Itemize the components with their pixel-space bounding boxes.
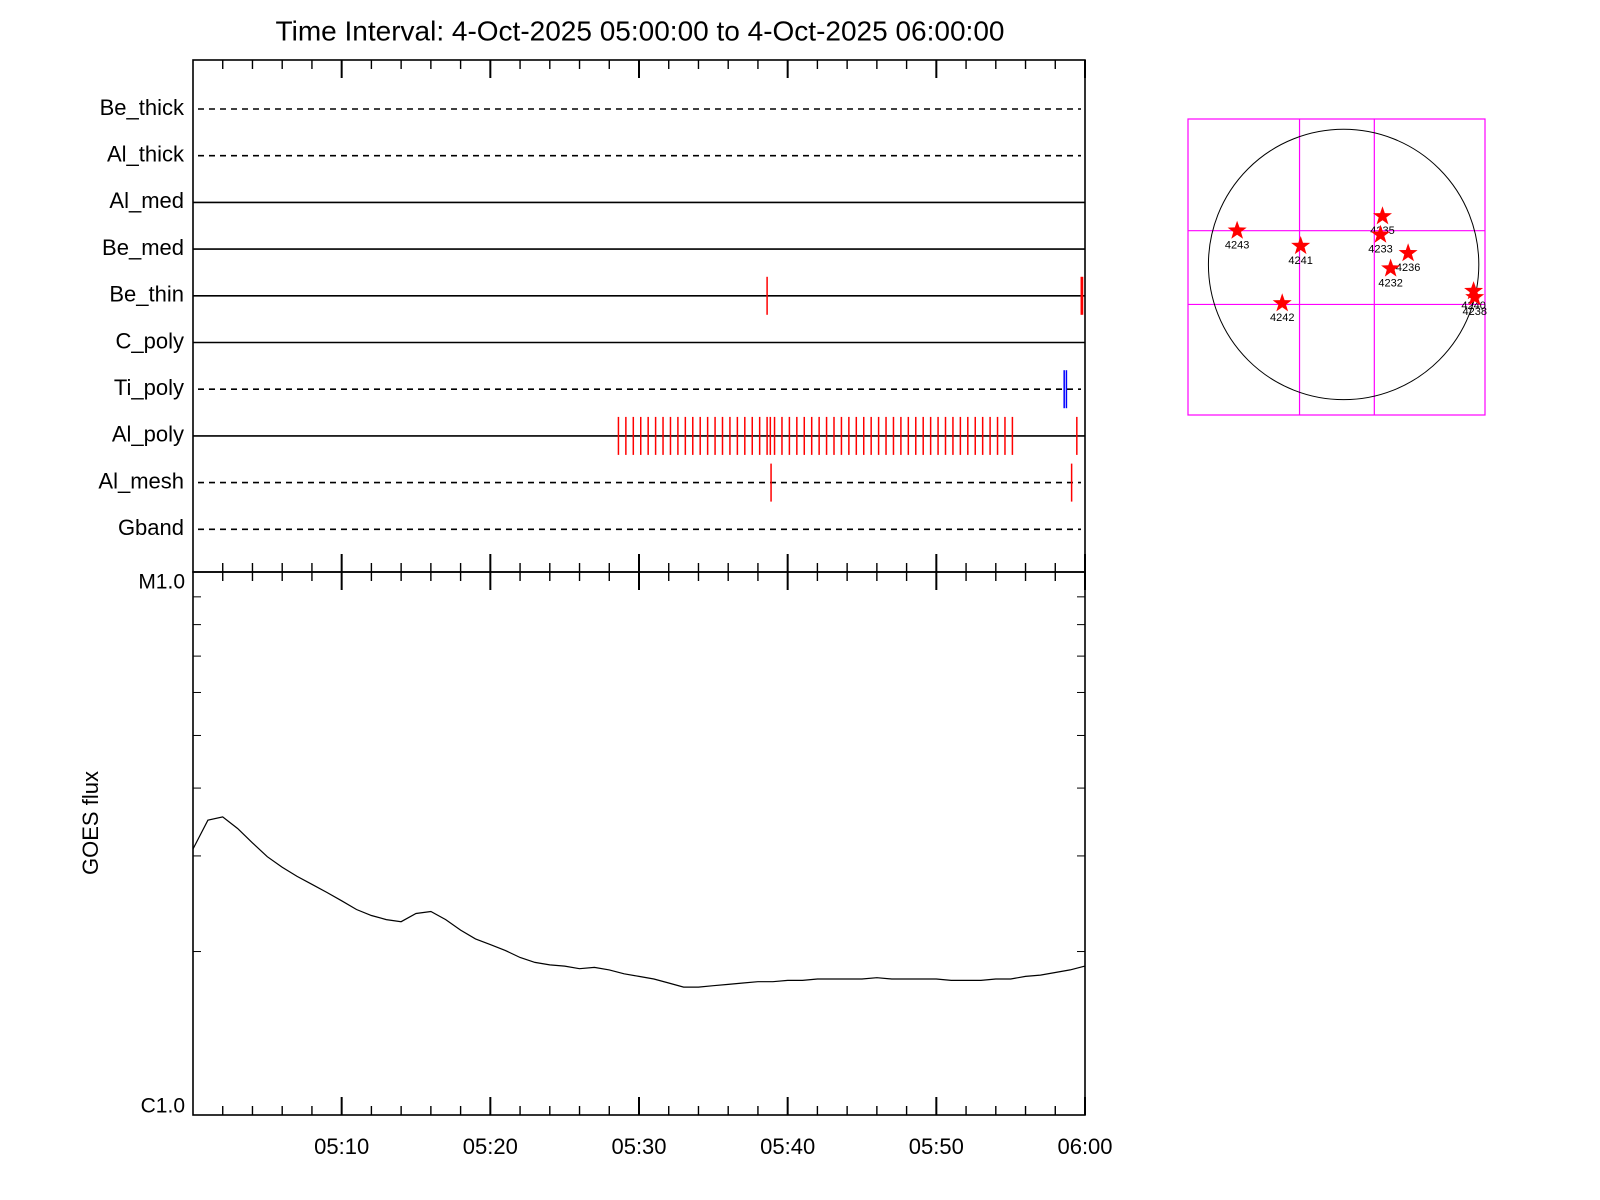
row-label: Al_med [109, 188, 184, 213]
region-marker [1373, 206, 1392, 225]
region-marker [1465, 287, 1485, 306]
sun-limb [1207, 128, 1480, 401]
region-label: 4238 [1462, 306, 1486, 318]
panel-frame [192, 59, 1086, 573]
x-tick-label: 05:40 [760, 1134, 815, 1159]
y-axis-label: GOES flux [78, 771, 103, 875]
x-tick-label: 05:10 [314, 1134, 369, 1159]
x-tick-label: 05:20 [463, 1134, 518, 1159]
region-label: 4241 [1288, 255, 1312, 267]
map-frame [1187, 118, 1486, 416]
region-marker [1272, 293, 1292, 312]
row-label: Be_thin [109, 282, 184, 307]
row-label: Gband [118, 515, 184, 540]
x-tick-label: 05:30 [611, 1134, 666, 1159]
panel-frame [192, 571, 1086, 1116]
goes-line [192, 816, 1086, 988]
row-label: Ti_poly [114, 375, 184, 400]
region-marker [1381, 258, 1401, 277]
row-label: Al_thick [107, 142, 185, 167]
region-marker [1291, 236, 1311, 255]
region-label: 4236 [1396, 262, 1420, 274]
region-label: 4233 [1368, 244, 1392, 256]
y-tick-label: M1.0 [138, 571, 185, 594]
chart-title: Time Interval: 4-Oct-2025 05:00:00 to 4-… [276, 15, 1005, 46]
row-label: C_poly [116, 328, 184, 353]
region-label: 4232 [1378, 277, 1402, 289]
region-marker [1371, 224, 1390, 243]
region-marker [1398, 243, 1418, 262]
region-marker [1227, 220, 1247, 239]
region-label: 4242 [1270, 312, 1294, 324]
region-marker [1464, 281, 1484, 300]
region-label: 4243 [1225, 240, 1249, 252]
x-tick-label: 05:50 [909, 1134, 964, 1159]
x-tick-label: 06:00 [1057, 1134, 1112, 1159]
row-label: Al_poly [112, 422, 184, 447]
y-tick-label: C1.0 [141, 1095, 185, 1118]
row-label: Be_thick [100, 95, 185, 120]
row-label: Be_med [102, 235, 184, 260]
row-label: Al_mesh [98, 468, 184, 493]
